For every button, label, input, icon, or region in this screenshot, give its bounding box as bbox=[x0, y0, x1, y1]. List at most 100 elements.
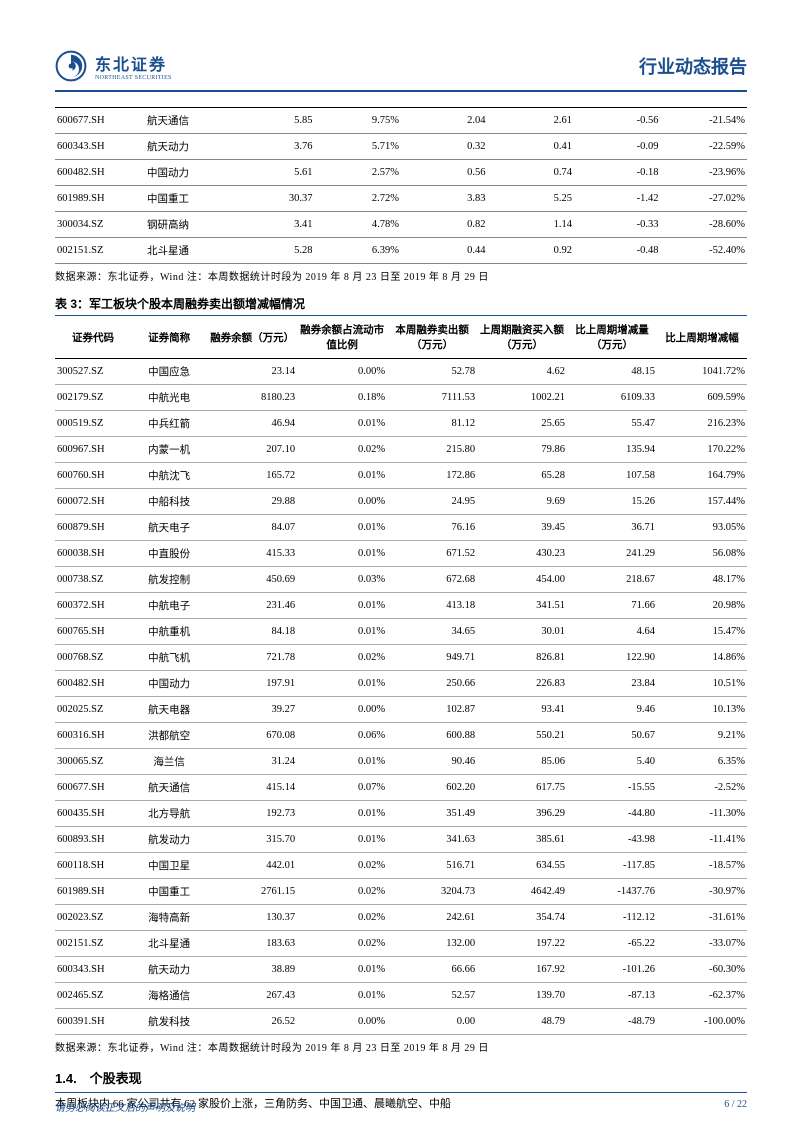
table-row: 600435.SH北方导航192.730.01%351.49396.29-44.… bbox=[55, 801, 747, 827]
table-cell: 672.68 bbox=[387, 567, 477, 593]
table-2: 证券代码 证券简称 融券余额（万元） 融券余额占流动市值比例 本周融券卖出额（万… bbox=[55, 316, 747, 1035]
table-cell: -100.00% bbox=[657, 1009, 747, 1035]
table-cell: 000768.SZ bbox=[55, 645, 131, 671]
company-name-cn: 东北证券 bbox=[95, 51, 172, 75]
table-cell: -0.48 bbox=[574, 238, 661, 264]
table-cell: 23.14 bbox=[207, 359, 297, 385]
th-3: 融券余额占流动市值比例 bbox=[297, 316, 387, 359]
table-cell: 30.01 bbox=[477, 619, 567, 645]
table-cell: 0.01% bbox=[297, 411, 387, 437]
table-cell: 36.71 bbox=[567, 515, 657, 541]
table-cell: 600967.SH bbox=[55, 437, 131, 463]
table-cell: 0.00% bbox=[297, 359, 387, 385]
table-cell: -11.41% bbox=[657, 827, 747, 853]
table-cell: 9.21% bbox=[657, 723, 747, 749]
table-cell: 385.61 bbox=[477, 827, 567, 853]
table-row: 600391.SH航发科技26.520.00%0.0048.79-48.79-1… bbox=[55, 1009, 747, 1035]
table-cell: 002465.SZ bbox=[55, 983, 131, 1009]
table-cell: -87.13 bbox=[567, 983, 657, 1009]
table-cell: 2.04 bbox=[401, 108, 488, 134]
company-logo-icon bbox=[55, 50, 87, 82]
table-cell: 48.15 bbox=[567, 359, 657, 385]
table-cell: -15.55 bbox=[567, 775, 657, 801]
table-cell: 31.24 bbox=[207, 749, 297, 775]
table-cell: 中航沈飞 bbox=[131, 463, 207, 489]
table-cell: 34.65 bbox=[387, 619, 477, 645]
table-row: 600765.SH中航重机84.180.01%34.6530.014.6415.… bbox=[55, 619, 747, 645]
table-cell: 102.87 bbox=[387, 697, 477, 723]
table-cell: 中兵红箭 bbox=[131, 411, 207, 437]
table-cell: 30.37 bbox=[228, 186, 315, 212]
table-cell: 3.76 bbox=[228, 134, 315, 160]
table-cell: 84.18 bbox=[207, 619, 297, 645]
table-cell: -30.97% bbox=[657, 879, 747, 905]
table-cell: 1041.72% bbox=[657, 359, 747, 385]
table-cell: 600.88 bbox=[387, 723, 477, 749]
th-name: 证券简称 bbox=[131, 316, 207, 359]
table-cell: -0.56 bbox=[574, 108, 661, 134]
table-cell: 25.65 bbox=[477, 411, 567, 437]
table-row: 600482.SH中国动力197.910.01%250.66226.8323.8… bbox=[55, 671, 747, 697]
table-cell: 15.47% bbox=[657, 619, 747, 645]
table-row: 600677.SH航天通信415.140.07%602.20617.75-15.… bbox=[55, 775, 747, 801]
table-cell: 671.52 bbox=[387, 541, 477, 567]
table-cell: 600677.SH bbox=[55, 775, 131, 801]
table-cell: 航天动力 bbox=[131, 957, 207, 983]
table-row: 002023.SZ海特高新130.370.02%242.61354.74-112… bbox=[55, 905, 747, 931]
table-cell: 5.71% bbox=[314, 134, 401, 160]
table-cell: 826.81 bbox=[477, 645, 567, 671]
table-cell: 600893.SH bbox=[55, 827, 131, 853]
table-row: 600343.SH航天动力3.765.71%0.320.41-0.09-22.5… bbox=[55, 134, 747, 160]
table-cell: 26.52 bbox=[207, 1009, 297, 1035]
table-cell: 241.29 bbox=[567, 541, 657, 567]
table-cell: 354.74 bbox=[477, 905, 567, 931]
table-cell: 0.44 bbox=[401, 238, 488, 264]
table-cell: 0.02% bbox=[297, 853, 387, 879]
table-row: 002025.SZ航天电器39.270.00%102.8793.419.4610… bbox=[55, 697, 747, 723]
th-7: 比上周期增减幅 bbox=[657, 316, 747, 359]
table-1: 600677.SH航天通信5.859.75%2.042.61-0.56-21.5… bbox=[55, 107, 747, 264]
table-cell: 0.01% bbox=[297, 463, 387, 489]
table-cell: 218.67 bbox=[567, 567, 657, 593]
table-cell: 207.10 bbox=[207, 437, 297, 463]
table-cell: 6.35% bbox=[657, 749, 747, 775]
table-cell: -0.18 bbox=[574, 160, 661, 186]
table-cell: 226.83 bbox=[477, 671, 567, 697]
table-row: 600677.SH航天通信5.859.75%2.042.61-0.56-21.5… bbox=[55, 108, 747, 134]
table-1-source: 数据来源：东北证券，Wind 注：本周数据统计时段为 2019 年 8 月 23… bbox=[55, 268, 747, 283]
table-cell: 107.58 bbox=[567, 463, 657, 489]
table-cell: 442.01 bbox=[207, 853, 297, 879]
table-cell: 38.89 bbox=[207, 957, 297, 983]
table-cell: 10.13% bbox=[657, 697, 747, 723]
table-cell: 85.06 bbox=[477, 749, 567, 775]
table-cell: 5.85 bbox=[228, 108, 315, 134]
table-row: 002465.SZ海格通信267.430.01%52.57139.70-87.1… bbox=[55, 983, 747, 1009]
table-cell: 0.01% bbox=[297, 957, 387, 983]
table-cell: 0.32 bbox=[401, 134, 488, 160]
table-cell: 中国重工 bbox=[145, 186, 228, 212]
th-5: 上周期融资买入额（万元） bbox=[477, 316, 567, 359]
table-cell: 600038.SH bbox=[55, 541, 131, 567]
table-cell: 450.69 bbox=[207, 567, 297, 593]
table-cell: 39.45 bbox=[477, 515, 567, 541]
table-cell: 002023.SZ bbox=[55, 905, 131, 931]
table-cell: 670.08 bbox=[207, 723, 297, 749]
table-cell: -65.22 bbox=[567, 931, 657, 957]
table-cell: 002179.SZ bbox=[55, 385, 131, 411]
table-cell: 中国动力 bbox=[145, 160, 228, 186]
table-cell: 600343.SH bbox=[55, 957, 131, 983]
table-cell: 0.56 bbox=[401, 160, 488, 186]
table-cell: 600391.SH bbox=[55, 1009, 131, 1035]
table-row: 000519.SZ中兵红箭46.940.01%81.1225.6555.4721… bbox=[55, 411, 747, 437]
table-row: 300527.SZ中国应急23.140.00%52.784.6248.15104… bbox=[55, 359, 747, 385]
table-cell: 4.64 bbox=[567, 619, 657, 645]
table-cell: -18.57% bbox=[657, 853, 747, 879]
table-row: 002179.SZ中航光电8180.230.18%7111.531002.216… bbox=[55, 385, 747, 411]
table-cell: 52.57 bbox=[387, 983, 477, 1009]
table-cell: 航天通信 bbox=[131, 775, 207, 801]
table-cell: 600677.SH bbox=[55, 108, 145, 134]
table-cell: 413.18 bbox=[387, 593, 477, 619]
table-cell: -112.12 bbox=[567, 905, 657, 931]
table-cell: 北斗星通 bbox=[131, 931, 207, 957]
table-cell: 航发科技 bbox=[131, 1009, 207, 1035]
